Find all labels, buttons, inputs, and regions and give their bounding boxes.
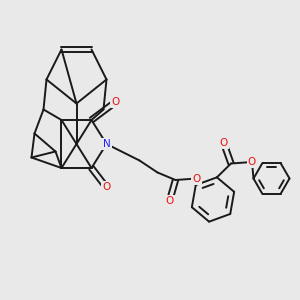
Text: N: N [103,139,110,149]
Text: O: O [111,97,120,107]
Text: O: O [219,137,228,148]
Text: O: O [102,182,111,193]
Text: O: O [165,196,174,206]
Text: O: O [192,173,201,184]
Text: O: O [248,157,256,167]
